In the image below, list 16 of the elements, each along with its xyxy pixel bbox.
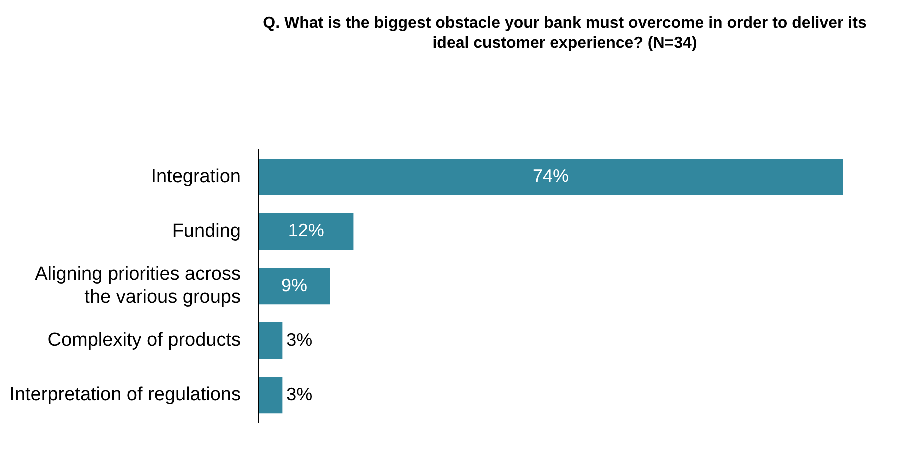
- bar: [259, 377, 283, 414]
- bar: [259, 214, 354, 250]
- bar: [259, 268, 330, 305]
- chart-title: Q. What is the biggest obstacle your bank must overcome in order to deliver its ideal customer experience? (N=34): [262, 14, 868, 54]
- data-label: 9%: [282, 275, 308, 296]
- data-label: 12%: [288, 220, 324, 241]
- y-tick-label: Complexity of products: [48, 330, 241, 352]
- data-label: 74%: [532, 166, 570, 186]
- y-tick-label: Integration: [151, 166, 241, 188]
- bar: [259, 158, 843, 196]
- data-label: 3%: [286, 330, 313, 350]
- data-label: 3%: [286, 384, 313, 404]
- y-tick-label: Aligning priorities across the various groups: [35, 264, 241, 308]
- y-tick-label: Interpretation of regulations: [10, 384, 241, 406]
- y-tick-label: Funding: [172, 221, 241, 242]
- bar: [259, 322, 283, 360]
